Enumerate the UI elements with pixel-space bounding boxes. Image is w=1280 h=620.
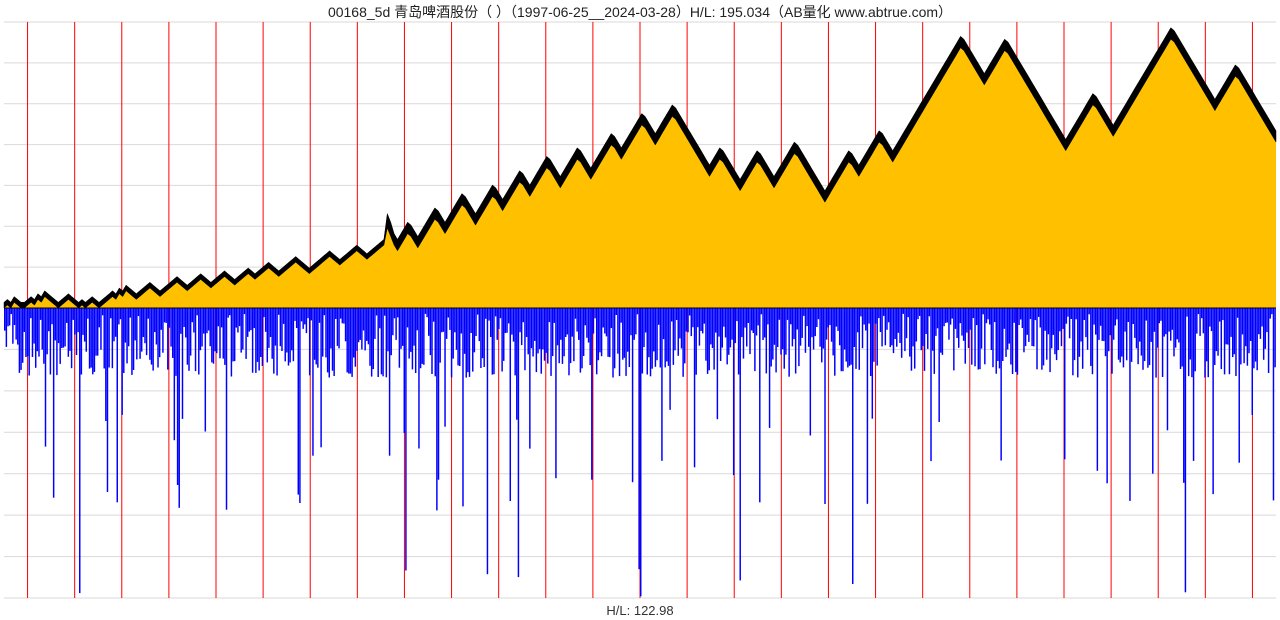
- chart-bottom-label: H/L: 122.98: [0, 603, 1280, 618]
- chart-canvas: [0, 0, 1280, 620]
